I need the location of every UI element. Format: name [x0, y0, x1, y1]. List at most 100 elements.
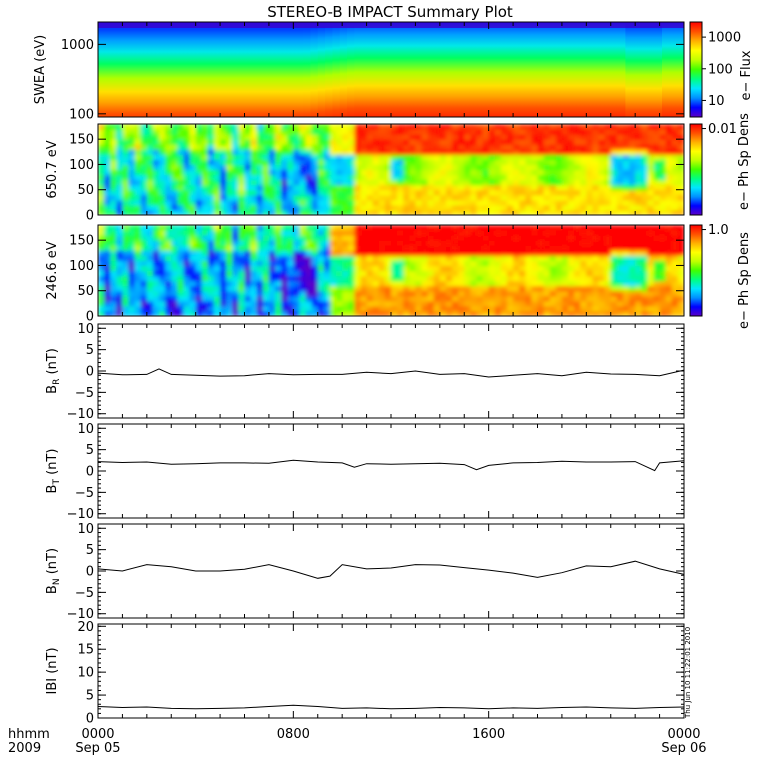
pad-cell	[238, 154, 246, 160]
pad-cell	[482, 235, 490, 241]
y-tick-label: 0	[86, 712, 94, 727]
pad-cell	[568, 149, 575, 155]
pad-cell	[421, 164, 429, 171]
pad-cell	[500, 204, 508, 211]
pad-cell	[653, 134, 661, 140]
pad-cell	[433, 179, 441, 186]
pad-cell	[421, 285, 429, 292]
pad-cell	[671, 179, 679, 186]
pad-cell	[525, 174, 532, 181]
pad-cell	[293, 129, 301, 135]
pad-cell	[140, 144, 148, 150]
pad-cell	[366, 265, 374, 272]
pad-cell	[622, 230, 630, 236]
pad-cell	[323, 209, 331, 215]
pad-cell	[220, 235, 227, 241]
pad-cell	[171, 235, 178, 241]
pad-cell	[287, 310, 294, 316]
pad-cell	[549, 184, 557, 191]
pad-cell	[262, 300, 270, 307]
pad-cell	[433, 199, 441, 206]
pad-cell	[122, 265, 130, 272]
pad-cell	[452, 194, 459, 201]
pad-cell	[134, 265, 142, 272]
pad-cell	[195, 230, 203, 236]
pad-cell	[525, 270, 532, 277]
pad-cell	[256, 209, 264, 215]
pad-cell	[250, 255, 258, 261]
pad-cell	[665, 295, 673, 302]
pad-cell	[110, 134, 117, 140]
pad-cell	[635, 290, 642, 297]
pad-cell	[531, 199, 539, 206]
y-tick-label: 150	[69, 133, 94, 148]
pad-cell	[238, 164, 246, 171]
pad-cell	[336, 189, 343, 196]
pad-cell	[525, 149, 532, 155]
pad-cell	[250, 225, 258, 231]
pad-cell	[458, 129, 465, 135]
pad-cell	[580, 134, 587, 140]
pad-cell	[525, 184, 532, 191]
pad-cell	[238, 144, 246, 150]
pad-cell	[342, 255, 349, 261]
pad-cell	[452, 295, 459, 302]
pad-cell	[415, 310, 423, 316]
pad-cell	[476, 235, 484, 241]
pad-cell	[403, 124, 410, 130]
pad-cell	[403, 225, 410, 231]
pad-cell	[281, 295, 288, 302]
pad-cell	[226, 300, 233, 307]
pad-cell	[592, 184, 600, 191]
pad-cell	[159, 290, 166, 297]
hhmm-label: hhmm	[8, 727, 50, 742]
pad-cell	[641, 184, 648, 191]
pad-cell	[421, 189, 429, 196]
pad-cell	[653, 285, 661, 292]
pad-cell	[592, 235, 600, 241]
pad-cell	[360, 245, 368, 251]
pad-cell	[378, 300, 386, 307]
pad-cell	[104, 189, 111, 196]
pad-cell	[458, 124, 465, 130]
pad-cell	[232, 260, 239, 267]
pad-cell	[146, 179, 154, 186]
pad-cell	[635, 164, 642, 171]
pad-cell	[415, 159, 423, 166]
pad-cell	[635, 295, 642, 302]
pad-cell	[506, 310, 514, 316]
pad-cell	[598, 169, 606, 176]
pad-cell	[305, 265, 313, 272]
swea-column	[610, 22, 619, 117]
y-tick-label: 100	[69, 107, 94, 122]
pad-cell	[287, 124, 294, 130]
pad-cell	[415, 124, 423, 130]
pad-cell	[384, 204, 392, 211]
pad-cell	[531, 250, 539, 256]
pad-cell	[677, 169, 684, 176]
pad-cell	[629, 240, 636, 246]
pad-cell	[275, 290, 282, 297]
pad-cell	[354, 270, 362, 277]
pad-cell	[665, 169, 673, 176]
pad-cell	[220, 124, 227, 130]
pad-cell	[213, 260, 221, 267]
pad-cell	[348, 149, 355, 155]
pad-cell	[452, 260, 459, 267]
pad-cell	[207, 169, 215, 176]
pad-cell	[574, 204, 581, 211]
pad-cell	[561, 209, 569, 215]
pad-cell	[293, 295, 301, 302]
x-date-label: Sep 06	[661, 741, 706, 756]
pad-cell	[494, 189, 502, 196]
pad-cell	[329, 285, 337, 292]
pad-cell	[506, 295, 514, 302]
pad-cell	[482, 300, 490, 307]
pad-cell	[262, 280, 270, 287]
pad-cell	[116, 184, 124, 191]
pad-cell	[305, 245, 313, 251]
pad-cell	[665, 129, 673, 135]
pad-cell	[665, 305, 673, 312]
pad-cell	[421, 260, 429, 267]
pad-cell	[543, 124, 551, 130]
